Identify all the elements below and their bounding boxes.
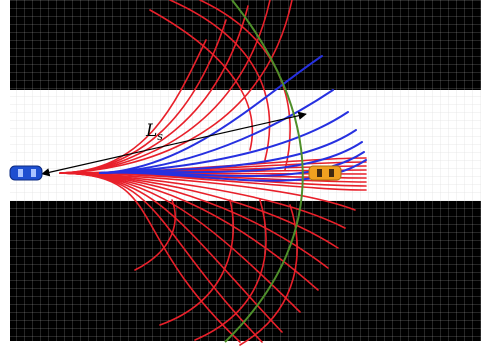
target-vehicle-car-icon	[308, 165, 342, 181]
trajectory-arc-bottom	[134, 199, 176, 271]
trajectory-arc-bottom	[159, 199, 235, 326]
ego-vehicle-car-icon	[9, 165, 43, 181]
road-region	[10, 90, 481, 201]
distance-label: Ls	[145, 121, 163, 143]
trajectory-arc-bottom	[239, 204, 298, 346]
blocked-region-bottom	[10, 201, 481, 341]
trajectory-arc-bottom	[194, 199, 267, 341]
distance-arrow	[41, 111, 307, 177]
